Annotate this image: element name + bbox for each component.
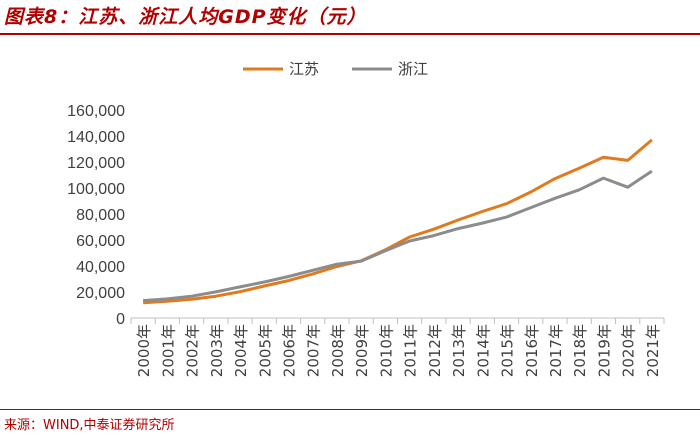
x-tick-label: 2008年 (329, 324, 347, 377)
x-tick-label: 2005年 (256, 324, 274, 377)
x-tick-label: 2004年 (232, 324, 250, 377)
y-tick-label: 160,000 (67, 103, 125, 120)
x-tick-label: 2001年 (159, 324, 177, 377)
y-tick-label: 100,000 (67, 181, 125, 198)
series-line-zhejiang (142, 169, 653, 303)
x-tick-label: 2007年 (305, 324, 323, 377)
series-line-jiangsu (143, 138, 653, 305)
y-tick-label: 120,000 (67, 155, 125, 172)
x-tick-label: 2013年 (450, 324, 468, 377)
x-tick-label: 2011年 (402, 324, 420, 377)
x-tick-label: 2000年 (135, 324, 153, 377)
x-tick-label: 2015年 (499, 324, 517, 377)
x-tick-label: 2020年 (620, 324, 638, 377)
x-tick-label: 2012年 (426, 324, 444, 377)
legend-label: 江苏 (289, 60, 319, 78)
x-tick-label: 2021年 (644, 324, 662, 377)
x-tick-label: 2014年 (474, 324, 492, 377)
x-tick-label: 2018年 (571, 324, 589, 377)
x-tick-label: 2009年 (353, 324, 371, 377)
y-tick-label: 20,000 (76, 285, 125, 302)
footer-divider (0, 409, 700, 410)
x-tick-label: 2003年 (208, 324, 226, 377)
x-tick-label: 2010年 (377, 324, 395, 377)
y-tick-label: 0 (116, 311, 125, 328)
x-tick-label: 2002年 (184, 324, 202, 377)
x-tick-label: 2017年 (547, 324, 565, 377)
title-divider (0, 33, 700, 35)
x-tick-label: 2016年 (523, 324, 541, 377)
page-title: 图表8：江苏、浙江人均GDP变化（元） (4, 6, 367, 28)
source-note: 来源：WIND,中泰证券研究所 (4, 418, 175, 433)
y-tick-label: 140,000 (67, 129, 125, 146)
y-tick-label: 80,000 (76, 207, 125, 224)
x-tick-label: 2019年 (595, 324, 613, 377)
legend-label: 浙江 (398, 60, 428, 78)
y-tick-label: 40,000 (76, 259, 125, 276)
y-tick-label: 60,000 (76, 233, 125, 250)
x-tick-label: 2006年 (280, 324, 298, 377)
